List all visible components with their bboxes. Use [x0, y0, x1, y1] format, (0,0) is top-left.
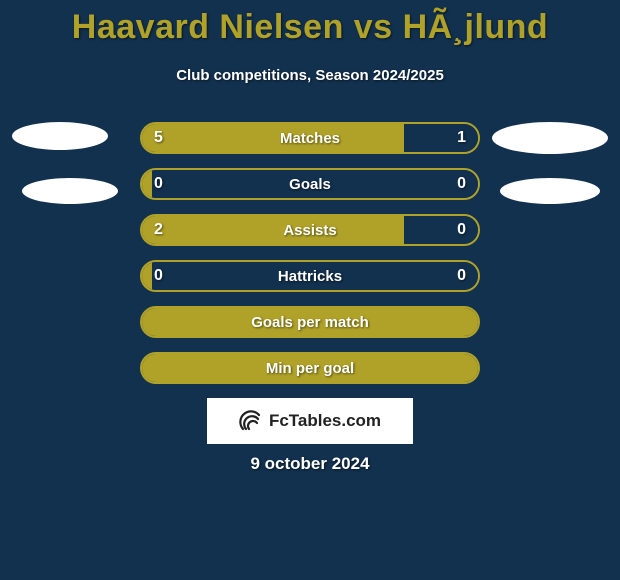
stat-right-value: 1 — [457, 124, 466, 152]
stat-row: 51Matches — [140, 122, 480, 154]
stat-bar-right — [152, 262, 478, 290]
stat-right-value: 0 — [457, 216, 466, 244]
stat-right-value: 0 — [457, 170, 466, 198]
source-badge: FcTables.com — [207, 398, 413, 444]
source-badge-text: FcTables.com — [269, 411, 381, 431]
fctables-logo-icon — [239, 409, 263, 433]
stat-bar-left — [142, 124, 404, 152]
stat-bars: 51Matches00Goals20Assists00HattricksGoal… — [140, 122, 480, 384]
stat-bar-left — [142, 354, 478, 382]
stat-row: Goals per match — [140, 306, 480, 338]
footer-date: 9 october 2024 — [0, 454, 620, 474]
stat-bar-left — [142, 216, 404, 244]
stat-bar-right — [404, 216, 478, 244]
stat-row: 00Goals — [140, 168, 480, 200]
stat-row: 00Hattricks — [140, 260, 480, 292]
stat-left-value: 5 — [154, 124, 163, 152]
stat-bar-left — [142, 170, 152, 198]
avatar-head-icon — [492, 122, 608, 154]
stat-left-value: 0 — [154, 170, 163, 198]
stat-row: 20Assists — [140, 214, 480, 246]
avatar-shoulders-icon — [22, 178, 118, 204]
stat-bar-left — [142, 262, 152, 290]
stat-left-value: 2 — [154, 216, 163, 244]
stat-bar-right — [404, 124, 478, 152]
avatar-head-icon — [12, 122, 108, 150]
avatar-shoulders-icon — [500, 178, 600, 204]
stat-bar-left — [142, 308, 478, 336]
stat-left-value: 0 — [154, 262, 163, 290]
comparison-card: Haavard Nielsen vs HÃ¸jlund Club competi… — [0, 0, 620, 580]
page-subtitle: Club competitions, Season 2024/2025 — [0, 67, 620, 84]
stat-bar-right — [152, 170, 478, 198]
page-title: Haavard Nielsen vs HÃ¸jlund — [0, 0, 620, 47]
stat-row: Min per goal — [140, 352, 480, 384]
stat-right-value: 0 — [457, 262, 466, 290]
